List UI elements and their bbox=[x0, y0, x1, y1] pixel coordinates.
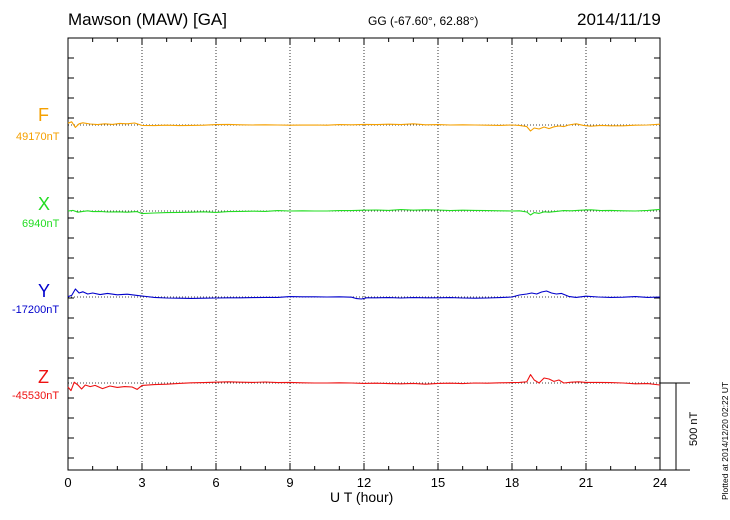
component-x-letter: X bbox=[38, 194, 51, 214]
grid-lines bbox=[141, 38, 587, 470]
traces bbox=[67, 121, 661, 392]
component-y-letter: Y bbox=[38, 281, 51, 301]
component-f-letter: F bbox=[38, 105, 49, 125]
component-y-baseline: -17200nT bbox=[12, 304, 60, 316]
trace-f bbox=[67, 121, 661, 132]
x-tick-label-9: 9 bbox=[286, 475, 293, 490]
component-x-baseline: 6940nT bbox=[22, 218, 60, 230]
x-tick-label-18: 18 bbox=[505, 475, 519, 490]
component-z-letter: Z bbox=[38, 367, 49, 387]
x-axis-label: U T (hour) bbox=[330, 489, 394, 505]
date-label: 2014/11/19 bbox=[577, 10, 661, 29]
plotted-timestamp: Plotted at 2014/12/20 02:22 UT bbox=[720, 381, 730, 500]
trace-z bbox=[67, 374, 661, 392]
station-title: Mawson (MAW) [GA] bbox=[68, 10, 227, 29]
x-tick-label-15: 15 bbox=[431, 475, 445, 490]
scale-bar-label: 500 nT bbox=[688, 411, 700, 446]
axis-ticks bbox=[67, 38, 661, 470]
x-tick-label-6: 6 bbox=[212, 475, 219, 490]
scale-bar bbox=[660, 382, 690, 471]
x-tick-label-21: 21 bbox=[579, 475, 593, 490]
trace-y bbox=[67, 288, 661, 300]
geographic-coordinates: GG (-67.60°, 62.88°) bbox=[368, 14, 479, 28]
x-tick-label-3: 3 bbox=[138, 475, 145, 490]
x-tick-label-24: 24 bbox=[653, 475, 667, 490]
x-tick-label-0: 0 bbox=[64, 475, 71, 490]
trace-x bbox=[67, 208, 661, 216]
component-f-baseline: 49170nT bbox=[16, 131, 60, 143]
x-tick-labels: 0 3 6 9 12 15 18 21 24 bbox=[64, 475, 667, 490]
x-tick-label-12: 12 bbox=[357, 475, 371, 490]
component-z-baseline: -45530nT bbox=[12, 390, 60, 402]
